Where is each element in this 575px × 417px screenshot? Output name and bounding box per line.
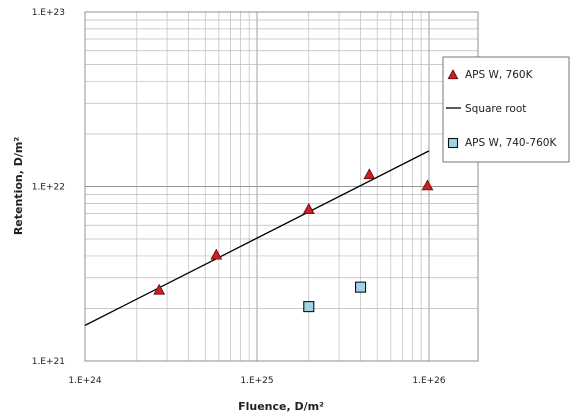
grid xyxy=(85,12,478,361)
data-point-square xyxy=(355,281,367,293)
data-point-triangle xyxy=(363,168,376,180)
legend-label: Square root xyxy=(465,103,526,115)
legend-symbol-triangle xyxy=(447,69,459,80)
x-axis-title: Fluence, D/m² xyxy=(238,400,324,413)
legend-box xyxy=(442,56,570,163)
series-layer xyxy=(84,150,434,326)
data-point-triangle xyxy=(153,283,166,295)
y-tick-label: 1.E+21 xyxy=(32,357,65,367)
y-tick-label: 1.E+23 xyxy=(32,8,65,18)
plot-area xyxy=(84,11,479,362)
legend-symbol-square xyxy=(447,137,459,149)
data-point-triangle xyxy=(210,248,223,260)
data-point-triangle xyxy=(302,202,315,214)
data-point-triangle xyxy=(421,179,434,191)
x-tick-label: 1.E+24 xyxy=(68,376,102,386)
legend: APS W, 760K Square root APS W, 740-760K xyxy=(442,56,570,163)
legend-square-marker xyxy=(447,137,459,149)
square-root-fit-line xyxy=(84,150,430,326)
data-point-square xyxy=(303,301,315,313)
y-axis-title: Retention, D/m² xyxy=(12,137,25,236)
legend-label: APS W, 760K xyxy=(465,69,534,81)
x-tick-label: 1.E+25 xyxy=(240,376,273,386)
legend-label: APS W, 740-760K xyxy=(465,137,557,149)
legend-triangle-marker xyxy=(447,69,459,80)
x-tick-label: 1.E+26 xyxy=(412,376,446,386)
y-tick-label: 1.E+22 xyxy=(32,183,65,193)
